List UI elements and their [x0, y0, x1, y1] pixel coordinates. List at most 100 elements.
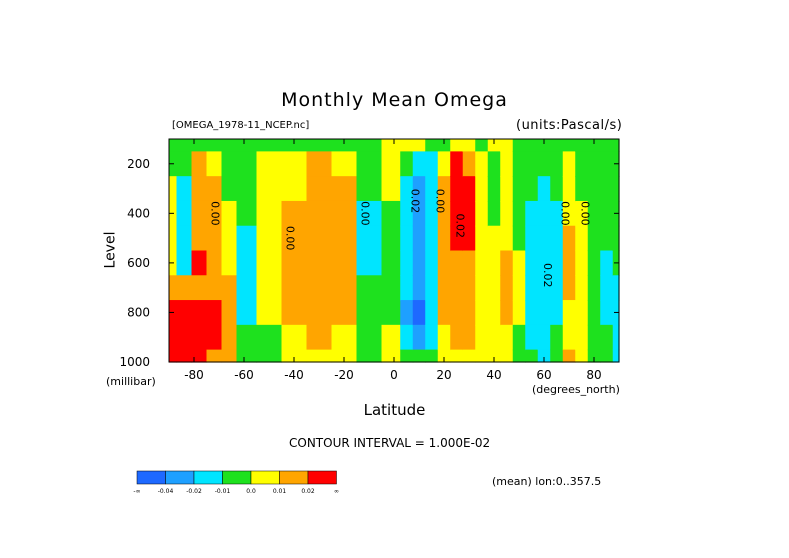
field-cell [475, 200, 489, 227]
field-cell [550, 300, 564, 326]
plot-area: 0.00 0.00 0.00 0.02 0.00 0.02 0.02 0.00 0.00 [168, 138, 620, 363]
field-cell [356, 139, 383, 152]
field-cell [525, 200, 539, 227]
colorbar-swatch [279, 470, 309, 485]
field-cell [612, 349, 620, 363]
colorbar-label: -0.01 [215, 488, 231, 495]
field-cell [176, 139, 193, 152]
field-cell [550, 324, 564, 351]
field-cell [306, 275, 333, 301]
y-axis-unit: (millibar) [106, 375, 156, 388]
field-cell [331, 176, 358, 202]
field-cell [281, 324, 308, 351]
field-cell [221, 324, 238, 351]
field-cell [400, 324, 414, 351]
field-cell [587, 300, 601, 326]
field-cell [412, 275, 426, 301]
field-cell [412, 176, 426, 202]
field-cell [612, 225, 620, 252]
field-cell [587, 139, 601, 152]
field-cell [450, 275, 464, 301]
field-cell [356, 225, 383, 252]
field-cell [500, 250, 514, 276]
field-cell [400, 151, 414, 177]
field-cell [550, 200, 564, 227]
field-cell [550, 225, 564, 252]
field-cell [600, 250, 614, 276]
field-cell [356, 200, 383, 227]
field-cell [512, 139, 526, 152]
field-cell [281, 300, 308, 326]
colorbar-label: 0.0 [246, 488, 256, 495]
field-cell [221, 176, 238, 202]
field-cell [306, 300, 333, 326]
field-cell [221, 200, 238, 227]
field-cell [475, 250, 489, 276]
field-cell [400, 139, 414, 152]
field-cell [600, 151, 614, 177]
field-cell [206, 139, 223, 152]
field-cell [562, 275, 576, 301]
field-cell [176, 324, 193, 351]
field-cell [221, 250, 238, 276]
field-cell [487, 349, 501, 363]
field-cell [176, 176, 193, 202]
field-cell [512, 250, 526, 276]
field-cell [191, 139, 208, 152]
field-cell [600, 275, 614, 301]
field-cell [412, 139, 426, 152]
field-cell [475, 151, 489, 177]
field-cell [206, 176, 223, 202]
field-cell [462, 200, 476, 227]
field-cell [525, 349, 539, 363]
field-cell [169, 176, 178, 202]
field-cell [512, 225, 526, 252]
field-cell [412, 324, 426, 351]
field-cell [381, 324, 401, 351]
field-cell [331, 139, 358, 152]
field-cell [462, 151, 476, 177]
x-tick-label: 80 [586, 368, 601, 382]
field-cell [400, 225, 414, 252]
field-cells [169, 139, 620, 363]
field-cell [221, 349, 238, 363]
field-cell [537, 176, 551, 202]
field-cell [500, 176, 514, 202]
field-cell [575, 300, 589, 326]
field-cell [236, 275, 258, 301]
field-cell [176, 200, 193, 227]
field-cell [512, 200, 526, 227]
field-cell [256, 176, 283, 202]
field-cell [191, 225, 208, 252]
field-cell [612, 324, 620, 351]
field-cell [381, 225, 401, 252]
field-cell [575, 151, 589, 177]
field-cell [281, 275, 308, 301]
field-cell [256, 200, 283, 227]
field-cell [306, 225, 333, 252]
field-cell [221, 275, 238, 301]
field-cell [306, 349, 333, 363]
field-cell [236, 300, 258, 326]
field-cell [550, 250, 564, 276]
field-cell [587, 176, 601, 202]
field-cell [412, 300, 426, 326]
field-cell [191, 151, 208, 177]
field-cell [425, 324, 439, 351]
field-cell [600, 349, 614, 363]
colorbar-label: ∞ [334, 488, 339, 495]
axes: -80 -60 -40 -20 0 20 40 60 80 200 400 600 800 1000 [119, 139, 619, 382]
field-cell [206, 349, 223, 363]
field-cell [587, 275, 601, 301]
field-cell [587, 151, 601, 177]
field-cell [487, 275, 501, 301]
field-cell [450, 250, 464, 276]
field-cell [512, 324, 526, 351]
field-cell [450, 349, 464, 363]
field-cell [236, 200, 258, 227]
field-cell [169, 139, 178, 152]
field-cell [487, 176, 501, 202]
field-cell [475, 349, 489, 363]
field-cell [331, 275, 358, 301]
